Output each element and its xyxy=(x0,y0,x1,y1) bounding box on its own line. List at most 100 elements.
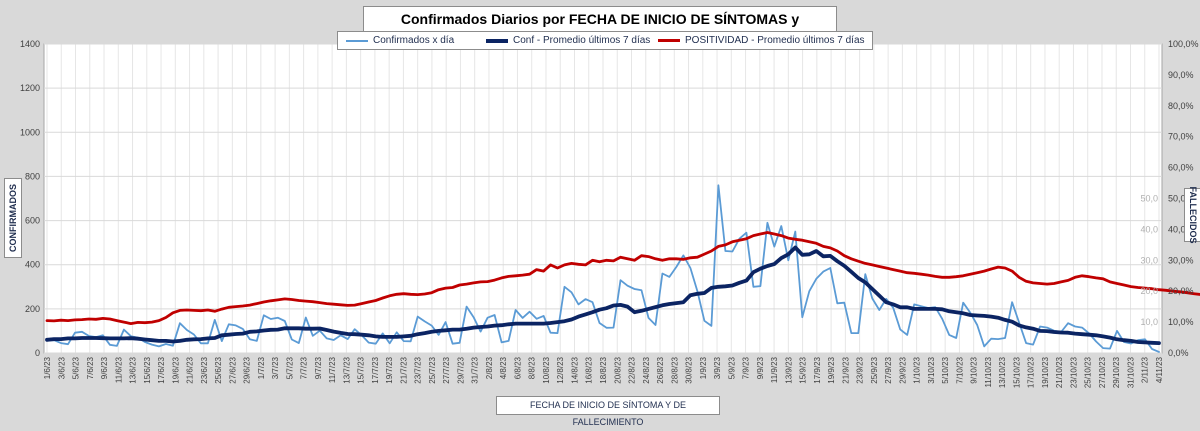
chart-title: Confirmados Diarios por FECHA DE INICIO … xyxy=(363,6,837,51)
x-tick-label: 15/10/23 xyxy=(1012,356,1021,388)
x-tick-label: 7/9/23 xyxy=(742,356,751,379)
x-tick-label: 27/7/23 xyxy=(442,356,451,383)
x-tick-label: 9/10/23 xyxy=(970,356,979,383)
right-inner-tick-label: 50,0 xyxy=(1140,194,1158,204)
x-tick-label: 5/9/23 xyxy=(727,356,736,379)
x-tick-label: 18/8/23 xyxy=(599,356,608,383)
x-tick-label: 19/10/23 xyxy=(1041,356,1050,388)
right-tick-label: 20,0% xyxy=(1168,286,1194,296)
x-tick-label: 19/9/23 xyxy=(827,356,836,383)
right-tick-label: 90,0% xyxy=(1168,70,1194,80)
x-tick-label: 17/9/23 xyxy=(813,356,822,383)
series-line-positividad xyxy=(45,231,1200,326)
right-tick-label: 100,0% xyxy=(1168,39,1199,49)
x-tick-label: 29/9/23 xyxy=(898,356,907,383)
x-tick-label: 2/11/23 xyxy=(1141,356,1150,383)
vertical-gridlines xyxy=(46,44,1160,353)
x-tick-label: 27/6/23 xyxy=(228,356,237,383)
x-tick-label: 28/8/23 xyxy=(670,356,679,383)
x-tick-label: 1/9/23 xyxy=(699,356,708,379)
left-tick-label: 200 xyxy=(25,304,40,314)
x-tick-label: 17/7/23 xyxy=(371,356,380,383)
x-tick-label: 31/10/23 xyxy=(1126,356,1135,388)
x-tick-label: 22/8/23 xyxy=(628,356,637,383)
x-tick-label: 13/10/23 xyxy=(998,356,1007,388)
x-tick-label: 7/10/23 xyxy=(955,356,964,383)
x-tick-label: 15/9/23 xyxy=(799,356,808,383)
x-tick-label: 5/10/23 xyxy=(941,356,950,383)
x-tick-label: 1/7/23 xyxy=(257,356,266,379)
left-tick-label: 1000 xyxy=(20,127,40,137)
right-tick-label: 30,0% xyxy=(1168,255,1194,265)
x-tick-label: 10/8/23 xyxy=(542,356,551,383)
x-tick-label: 11/10/23 xyxy=(984,356,993,387)
x-tick-label: 9/7/23 xyxy=(314,356,323,379)
x-tick-label: 11/9/23 xyxy=(770,356,779,383)
x-tick-label: 19/6/23 xyxy=(171,356,180,383)
legend-swatch-positividad xyxy=(658,39,680,42)
x-tick-label: 30/8/23 xyxy=(685,356,694,383)
right-inner-tick-label: 40,0 xyxy=(1140,224,1158,234)
x-tick-label: 23/7/23 xyxy=(414,356,423,383)
x-tick-label: 5/6/23 xyxy=(72,356,81,379)
x-tick-label: 3/7/23 xyxy=(271,356,280,379)
x-axis-label: FECHA DE INICIO DE SÍNTOMA Y DE FALLECIM… xyxy=(496,396,720,427)
x-tick-label: 23/9/23 xyxy=(856,356,865,383)
x-tick-label: 9/9/23 xyxy=(756,356,765,379)
left-axis-ticks: 0 200 400 600 800 1000 1200 1400 xyxy=(20,39,40,358)
x-tick-label: 19/7/23 xyxy=(385,356,394,383)
x-tick-label: 7/6/23 xyxy=(86,356,95,379)
legend: Confirmados x día Conf - Promedio último… xyxy=(337,31,873,50)
right-inner-tick-label: 20,0 xyxy=(1140,286,1158,296)
x-tick-label: 7/7/23 xyxy=(300,356,309,379)
left-tick-label: 1400 xyxy=(20,39,40,49)
x-tick-label: 27/9/23 xyxy=(884,356,893,383)
x-tick-label: 12/8/23 xyxy=(556,356,565,383)
x-tick-label: 9/6/23 xyxy=(100,356,109,379)
x-tick-label: 13/7/23 xyxy=(342,356,351,383)
x-tick-label: 24/8/23 xyxy=(642,356,651,383)
x-tick-label: 25/9/23 xyxy=(870,356,879,383)
x-tick-label: 15/7/23 xyxy=(357,356,366,383)
right-tick-label: 60,0% xyxy=(1168,163,1194,173)
x-tick-label: 17/10/23 xyxy=(1027,356,1036,388)
legend-swatch-confirmados xyxy=(346,40,368,42)
right-tick-label: 40,0% xyxy=(1168,224,1194,234)
x-axis-ticks: 1/6/23 3/6/23 5/6/23 7/6/23 9/6/23 11/6/23 13/… xyxy=(43,356,1164,388)
series-layer xyxy=(45,184,1200,353)
x-tick-label: 13/6/23 xyxy=(129,356,138,383)
x-tick-label: 1/6/23 xyxy=(43,356,52,379)
y-axis-label-left-text: CONFIRMADOS xyxy=(8,184,18,252)
x-tick-label: 5/7/23 xyxy=(285,356,294,379)
legend-swatch-promedio xyxy=(486,39,508,43)
x-tick-label: 4/8/23 xyxy=(499,356,508,379)
right-inner-tick-label: 10,0 xyxy=(1140,317,1158,327)
legend-item-confirmados: Confirmados x día xyxy=(346,32,476,49)
x-tick-label: 21/7/23 xyxy=(399,356,408,383)
right-tick-label: 10,0% xyxy=(1168,317,1194,327)
left-tick-label: 0 xyxy=(35,348,40,358)
x-tick-label: 31/7/23 xyxy=(471,356,480,383)
y-axis-label-left: CONFIRMADOS xyxy=(4,178,22,258)
legend-label-positividad: POSITIVIDAD - Promedio últimos 7 días xyxy=(685,35,865,46)
right-axis-ticks: 0,0% 10,0% 20,0% 30,0% 40,0% 50,0% 60,0% 70,0% 8… xyxy=(1168,39,1199,358)
x-tick-label: 16/8/23 xyxy=(585,356,594,383)
x-tick-label: 21/10/23 xyxy=(1055,356,1064,388)
x-tick-label: 14/8/23 xyxy=(570,356,579,383)
y-axis-label-right: FALLECIDOS xyxy=(1184,186,1200,244)
left-tick-label: 800 xyxy=(25,171,40,181)
x-tick-label: 25/7/23 xyxy=(428,356,437,383)
y-axis-label-right-text: FALLECIDOS xyxy=(1188,186,1198,244)
x-tick-label: 3/6/23 xyxy=(57,356,66,379)
x-tick-label: 25/10/23 xyxy=(1084,356,1093,388)
x-tick-label: 1/10/23 xyxy=(913,356,922,383)
right-inner-axis-ticks: 10,0 20,0 30,0 40,0 50,0 xyxy=(1140,194,1158,328)
x-tick-label: 15/6/23 xyxy=(143,356,152,383)
x-tick-label: 3/10/23 xyxy=(927,356,936,383)
x-tick-label: 8/8/23 xyxy=(528,356,537,379)
right-inner-tick-label: 30,0 xyxy=(1140,255,1158,265)
legend-item-positividad: POSITIVIDAD - Promedio últimos 7 días xyxy=(658,32,868,49)
legend-item-promedio: Conf - Promedio últimos 7 días xyxy=(486,32,666,49)
